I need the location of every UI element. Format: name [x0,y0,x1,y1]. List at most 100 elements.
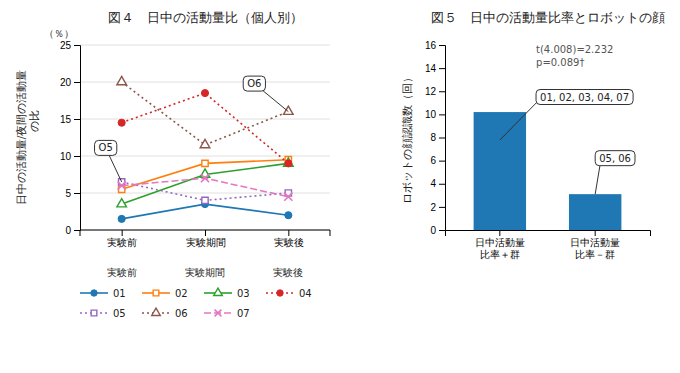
x-axis-line [80,230,330,236]
x-tick: 日中活動量比率＋群 [475,230,525,260]
stat-note: t(4.008)=2.232p=0.089† [536,44,613,68]
chart-title: 図４ 日中の活動量比（個人別） [108,10,303,25]
legend-marker [91,290,97,296]
y-axis-line [439,46,446,231]
y-tick: 14 [425,63,445,74]
y-tick-mark [74,82,80,83]
y-tick-label: 4 [430,178,436,189]
y-tick-mark [439,68,445,69]
annotations: O5 O6 [95,76,289,182]
grid-line [80,156,330,157]
legend-marker [215,310,222,317]
x-tick: 実験期間 [186,230,226,248]
y-tick-label: 8 [430,132,436,143]
callout: 05, 06 [595,151,635,195]
y-tick-mark [74,193,80,194]
x-tick-label: 実験前 [107,237,137,248]
chart-canvas: 図４ 日中の活動量比（個人別）0510152025実験前実験期間実験後日中の活動… [0,0,680,373]
callout-box [595,151,635,166]
y-tick-label: 10 [425,109,437,120]
callout-box [95,140,117,155]
y-tick: 10 [425,109,445,120]
x-tick: 実験前 [107,230,137,248]
series-marker [117,199,127,207]
legend-item: 04 [266,288,312,299]
x-axis: 実験前 実験期間 実験後 [80,230,330,248]
legend-marker [214,288,223,295]
series [118,90,292,167]
bar [474,112,526,230]
x-tick-label: 日中活動量比率－群 [570,237,620,260]
callout: O6 [243,76,288,112]
legend-item: 02 [142,288,188,299]
x-tick-mark [122,230,123,236]
x-tick: 日中活動量比率－群 [570,230,620,260]
y-tick: 25 [60,40,80,51]
y-tick: 8 [430,132,445,143]
series-marker [117,76,127,84]
y-tick-mark [439,207,445,208]
series-line [122,160,289,190]
y-tick-label: 0 [430,225,436,236]
x-tick-mark [595,230,596,236]
annotations: t(4.008)=2.232p=0.089† 01, 02, 03, 04, 07… [500,44,635,194]
series-marker [284,106,294,114]
series-line [122,93,289,163]
y-tick: 16 [425,40,445,51]
grid [80,45,330,230]
legend-item: 03 [204,288,250,299]
series-marker [201,174,209,182]
series-marker [200,139,210,147]
y-tick-mark [439,138,445,139]
y-tick: 6 [430,155,445,166]
y-axis: 0510152025 [60,40,81,236]
x-tick-mark [205,230,206,236]
y-axis-title: 日中の活動量/夜間の活動量 の比 [15,70,40,206]
y-tick-mark [439,161,445,162]
y-tick-label: 14 [425,63,437,74]
y-tick: 20 [60,77,80,88]
series-marker [202,197,208,203]
series-line [122,178,289,197]
callout: O5 [95,140,122,182]
y-tick-label: 20 [60,77,72,88]
legend-title: 実験前 [107,267,137,278]
y-tick: 5 [65,188,80,199]
y-axis-unit: （％） [44,28,74,39]
x-axis-line [446,231,651,237]
x-tick-label: 日中活動量比率＋群 [475,237,525,260]
legend-label: 03 [237,288,250,299]
series-marker [200,169,210,177]
y-tick: 4 [430,178,445,189]
legend-marker [91,310,97,316]
callout-text: O6 [247,78,261,89]
legend-marker [152,308,161,315]
y-tick-mark [439,184,445,185]
y-tick-mark [439,91,445,92]
callout-text: O5 [99,142,113,153]
legend: 実験前実験期間実験後01020304050607 [80,267,312,319]
y-tick-mark [74,45,80,46]
x-tick-label: 実験後 [274,237,304,248]
y-tick: 2 [430,202,445,213]
callout-leader [500,97,542,140]
series-marker [118,215,125,222]
y-axis-line [74,46,81,231]
legend-label: 02 [175,288,188,299]
legend-label: 04 [299,288,312,299]
chart-root: 図４ 日中の活動量比（個人別）0510152025実験前実験期間実験後日中の活動… [0,0,680,373]
x-tick-mark [499,230,500,236]
series-marker [284,193,292,201]
line-chart: 図４ 日中の活動量比（個人別）0510152025実験前実験期間実験後日中の活動… [15,10,330,319]
bar-chart: 図５ 日中の活動量比率とロボットの顔0246810121416日中活動量比率＋群… [401,10,665,260]
legend-title: 実験後 [273,267,303,278]
callout-text: 01, 02, 03, 04, 07 [540,92,629,103]
x-tick: 実験後 [274,230,304,248]
series-line [122,163,289,204]
legend-label: 05 [113,308,126,319]
grid-line [80,45,330,46]
y-tick-label: 2 [430,202,436,213]
y-axis: 0 2 4 6 8 10 12 14 16 [425,40,446,236]
y-tick: 10 [60,151,80,162]
y-tick-label: 12 [425,86,437,97]
